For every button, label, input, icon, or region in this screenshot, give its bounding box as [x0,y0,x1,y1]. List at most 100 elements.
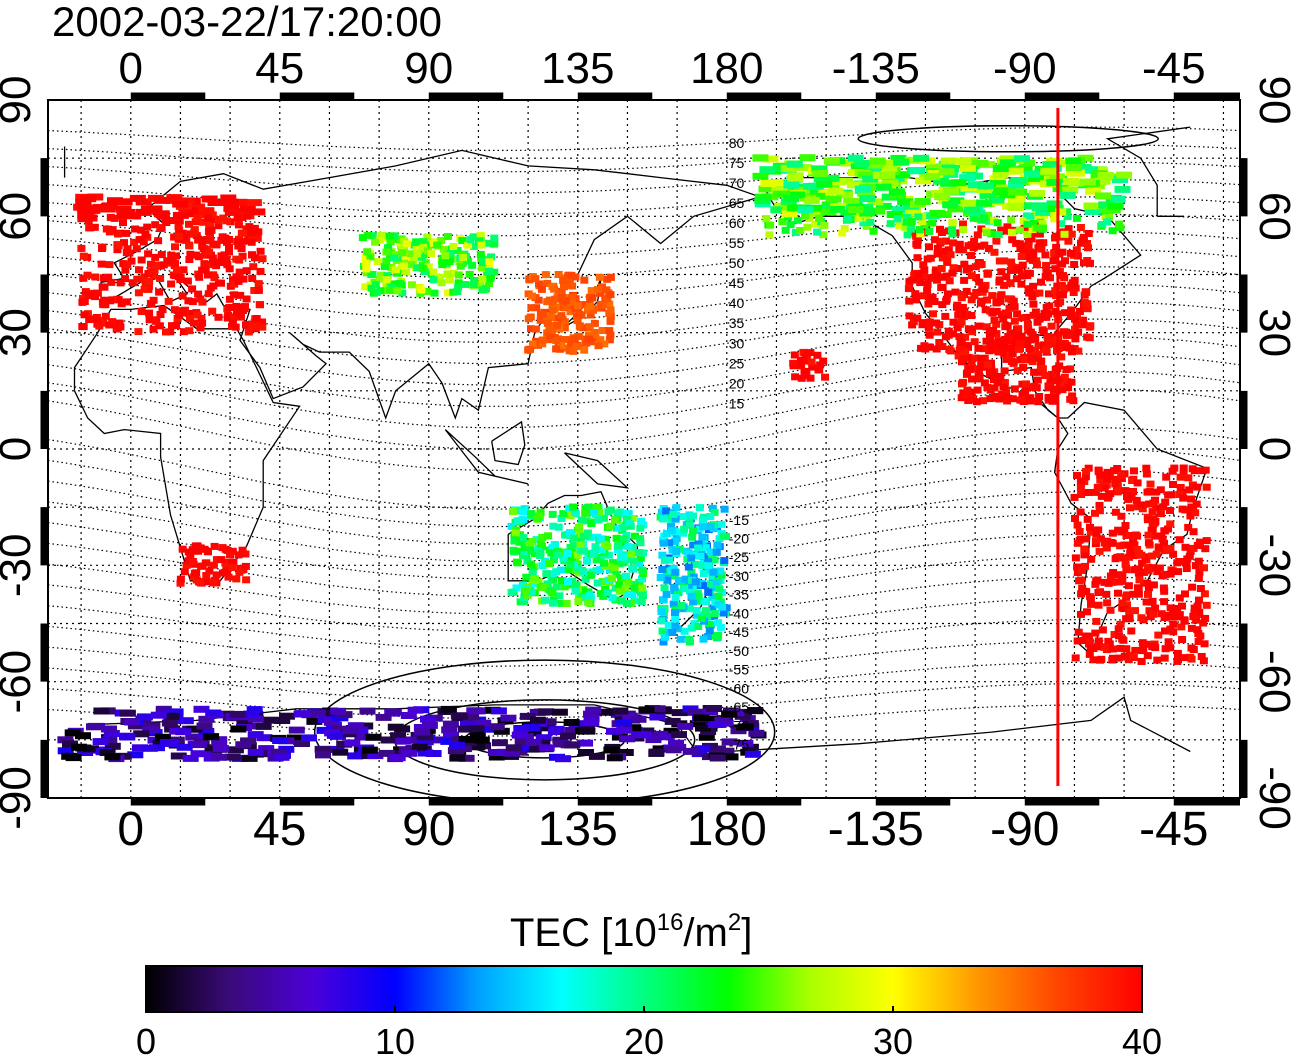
tec-cell [218,544,227,552]
tec-cell [1142,640,1151,648]
tec-cell [672,547,681,555]
tec-cell [888,174,905,182]
colorbar-tick-label: 40 [1122,1021,1162,1057]
tec-cell [934,250,943,258]
tec-cell [611,516,620,524]
tec-cell [974,322,983,330]
tec-cell [519,508,528,516]
tec-cell [576,540,585,548]
tec-cell [682,747,699,755]
tec-cell [155,288,164,296]
tec-cell [79,274,88,282]
tec-cell [361,746,378,754]
tec-cell [376,275,385,283]
tec-cell [904,156,921,164]
tec-cell [1194,638,1203,645]
mlat-contour [48,161,1240,194]
tec-cell [573,551,582,559]
tec-cell [1175,594,1184,602]
tec-cell [992,165,1009,172]
tec-cell [1113,465,1122,472]
mlat-label: 45 [729,275,745,291]
tec-cell [142,726,159,734]
mlat-contour [48,469,1240,545]
tec-cell [1023,230,1032,238]
tec-cell [279,712,295,720]
tec-cell [174,273,183,281]
tec-cell [567,271,576,279]
tec-cell [1166,507,1174,514]
tec-cell [1191,613,1200,621]
right-latitude-ticks: 9060300-30-60-90 [1250,76,1292,830]
tec-cell [1135,549,1144,557]
tec-cell [925,227,934,235]
tec-cell [210,753,227,761]
tec-cell [947,205,964,213]
tec-cell [525,738,542,746]
tec-cell [130,238,139,246]
tec-cell [1065,157,1082,165]
tec-cell [64,729,81,737]
tec-cell [156,225,165,232]
tec-cell [209,282,218,290]
tec-cell [536,540,545,548]
tec-cell [230,313,239,321]
tec-cell [668,629,677,636]
tec-cell [152,261,161,269]
tec-cell [135,266,143,274]
polar-contour [313,659,776,798]
tec-cell [557,515,566,522]
tec-cell [699,635,708,643]
tec-cell [449,269,458,277]
tec-cell [923,280,932,288]
tec-cell [1084,489,1092,496]
tec-cell [124,718,141,726]
tec-cell [914,213,923,221]
tec-cell [913,241,922,249]
tec-cell [188,298,197,306]
tec-cell [170,233,179,241]
tec-cell [141,230,150,238]
left-lat-tick-label: -90 [0,766,40,830]
tec-cell [258,255,267,263]
tec-cell [1002,393,1011,401]
tec-cell [920,221,929,229]
tec-cell [1098,221,1107,228]
tec-cell [173,266,181,274]
tec-cell [1104,579,1113,587]
tec-cell [796,227,805,234]
tec-cell [680,627,689,635]
figure-title: 2002-03-22/17:20:00 [52,0,442,45]
tec-cell [1091,629,1100,637]
tec-cell [624,578,633,586]
tec-cell [1104,206,1121,214]
tec-cell [220,251,229,259]
tec-cell [979,191,996,199]
tec-cell [1085,187,1101,195]
tec-cell [189,230,198,238]
tec-cell [846,181,863,189]
tec-cell [135,236,144,244]
tec-cell [1107,539,1116,546]
tec-cell [210,542,219,550]
tec-cell [200,251,209,259]
tec-cell [205,567,214,575]
tec-cell [971,354,980,362]
tec-cell [244,328,253,336]
tec-cell [1079,637,1088,644]
tec-cell [201,195,218,203]
tec-cell [1096,535,1105,543]
tec-cell [980,345,989,353]
tec-cell [1185,486,1194,494]
tec-cell [513,725,530,732]
tec-cell [719,609,728,617]
tec-cell [796,164,813,172]
magnetic-latitude-labels: 8075706560555045403530252015-15-20-25-30… [729,135,749,753]
tec-cell [909,167,925,175]
tec-cell [395,737,412,745]
tec-cell [1068,348,1076,356]
tec-cell [944,246,953,254]
tec-cell [144,250,153,258]
tec-cell [1012,275,1021,283]
tec-cell [793,216,802,224]
